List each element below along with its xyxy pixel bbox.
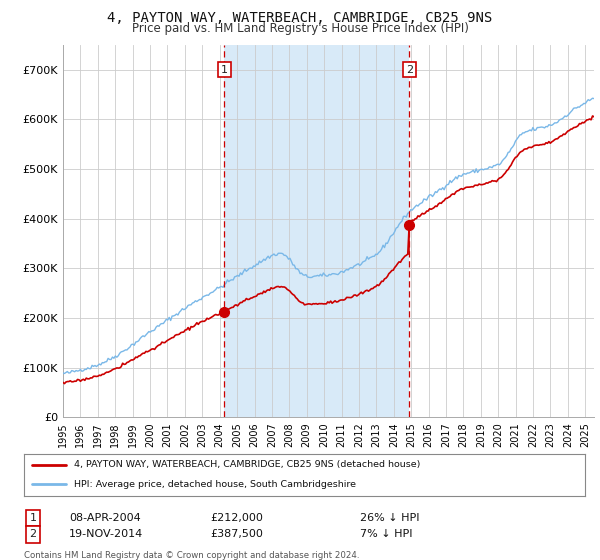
Text: 1: 1: [29, 513, 37, 523]
Text: 26% ↓ HPI: 26% ↓ HPI: [360, 513, 419, 523]
Text: HPI: Average price, detached house, South Cambridgeshire: HPI: Average price, detached house, Sout…: [74, 480, 356, 489]
Text: Price paid vs. HM Land Registry's House Price Index (HPI): Price paid vs. HM Land Registry's House …: [131, 22, 469, 35]
Text: 4, PAYTON WAY, WATERBEACH, CAMBRIDGE, CB25 9NS: 4, PAYTON WAY, WATERBEACH, CAMBRIDGE, CB…: [107, 11, 493, 25]
Text: 2: 2: [29, 529, 37, 539]
Text: 7% ↓ HPI: 7% ↓ HPI: [360, 529, 413, 539]
Text: 1: 1: [221, 64, 228, 74]
Text: Contains HM Land Registry data © Crown copyright and database right 2024.
This d: Contains HM Land Registry data © Crown c…: [24, 551, 359, 560]
Text: £387,500: £387,500: [210, 529, 263, 539]
Text: 4, PAYTON WAY, WATERBEACH, CAMBRIDGE, CB25 9NS (detached house): 4, PAYTON WAY, WATERBEACH, CAMBRIDGE, CB…: [74, 460, 421, 469]
Text: 08-APR-2004: 08-APR-2004: [69, 513, 141, 523]
Bar: [224, 45, 409, 417]
Text: £212,000: £212,000: [210, 513, 263, 523]
Text: 19-NOV-2014: 19-NOV-2014: [69, 529, 143, 539]
Text: 2: 2: [406, 64, 413, 74]
